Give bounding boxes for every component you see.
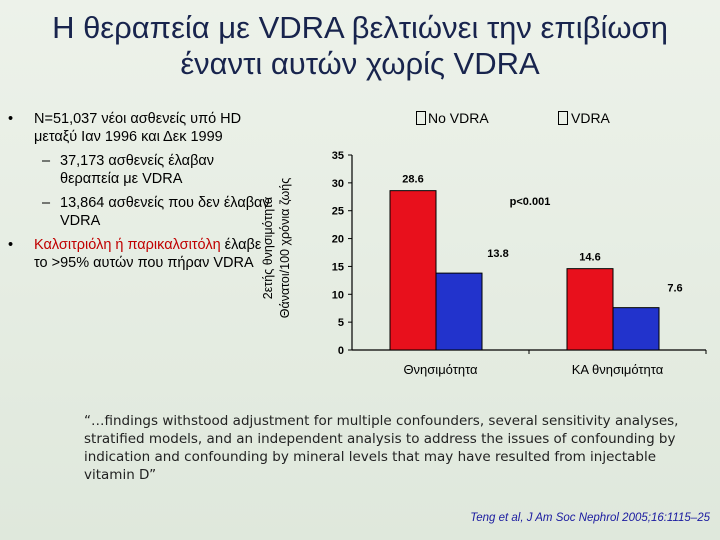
bullet-icon: • xyxy=(8,111,14,127)
y-tick-label: 0 xyxy=(338,345,344,357)
bullet-calcitriol: • Καλσιτριόλη ή παρικαλσιτόλη έλαβε το >… xyxy=(8,236,270,272)
sub-bullet-treated: – 37,173 ασθενείς έλαβαν θεραπεία με VDR… xyxy=(8,152,270,188)
y-tick-label: 15 xyxy=(332,261,344,273)
y-tick-label: 5 xyxy=(338,317,344,329)
bullet-icon: • xyxy=(8,237,14,253)
y-tick-label: 25 xyxy=(332,206,344,218)
legend-swatch-vdra xyxy=(558,111,568,125)
y-tick-label: 10 xyxy=(332,289,344,301)
data-label: 28.6 xyxy=(402,174,423,186)
bar-no-vdra xyxy=(389,190,437,351)
citation: Teng et al, J Am Soc Nephrol 2005;16:111… xyxy=(470,512,710,524)
y-tick-label: 30 xyxy=(332,178,344,190)
sub-bullet-text: 37,173 ασθενείς έλαβαν θεραπεία με VDRA xyxy=(60,153,215,187)
title-line-1: Η θεραπεία με VDRA βελτιώνει την επιβίωσ… xyxy=(52,10,668,45)
x-category-label: Θνησιμότητα xyxy=(403,362,478,377)
legend-label-vdra: VDRA xyxy=(571,110,610,126)
sub-bullet-text: 13,864 ασθενείς που δεν έλαβαν VDRA xyxy=(60,195,270,229)
y-tick-label: 35 xyxy=(332,150,344,162)
legend-label-no-vdra: No VDRA xyxy=(428,110,489,126)
data-label: 7.6 xyxy=(667,283,682,295)
bar-vdra xyxy=(612,307,660,351)
bullet-text: έλαβε το >95% αυτών που πήραν VDRA xyxy=(34,237,262,271)
x-category-label: ΚΑ θνησιμότητα xyxy=(572,362,664,377)
p-value-annotation: p<0.001 xyxy=(510,196,551,208)
sub-bullet-untreated: – 13,864 ασθενείς που δεν έλαβαν VDRA xyxy=(8,194,270,230)
bar-no-vdra xyxy=(566,268,614,351)
data-label: 13.8 xyxy=(487,248,508,260)
drug-names-text: Καλσιτριόλη ή παρικαλσιτόλη xyxy=(34,237,221,253)
title-line-2: έναντι αυτών χωρίς VDRA xyxy=(180,46,540,81)
slide-title: Η θεραπεία με VDRA βελτιώνει την επιβίωσ… xyxy=(0,10,720,82)
legend-swatch-no-vdra xyxy=(416,111,426,125)
bullet-patients: • N=51,037 νέοι ασθενείς υπό HD μεταξύ Ι… xyxy=(8,110,270,146)
dash-icon: – xyxy=(42,195,51,211)
bullet-list: • N=51,037 νέοι ασθενείς υπό HD μεταξύ Ι… xyxy=(8,110,270,272)
study-quote: “…findings withstood adjustment for mult… xyxy=(84,413,679,483)
bar-vdra xyxy=(435,272,483,351)
bullet-text: N=51,037 νέοι ασθενείς υπό HD μεταξύ Ιαν… xyxy=(34,111,242,145)
data-label: 14.6 xyxy=(579,252,600,264)
y-tick-label: 20 xyxy=(332,234,344,246)
dash-icon: – xyxy=(42,153,51,169)
